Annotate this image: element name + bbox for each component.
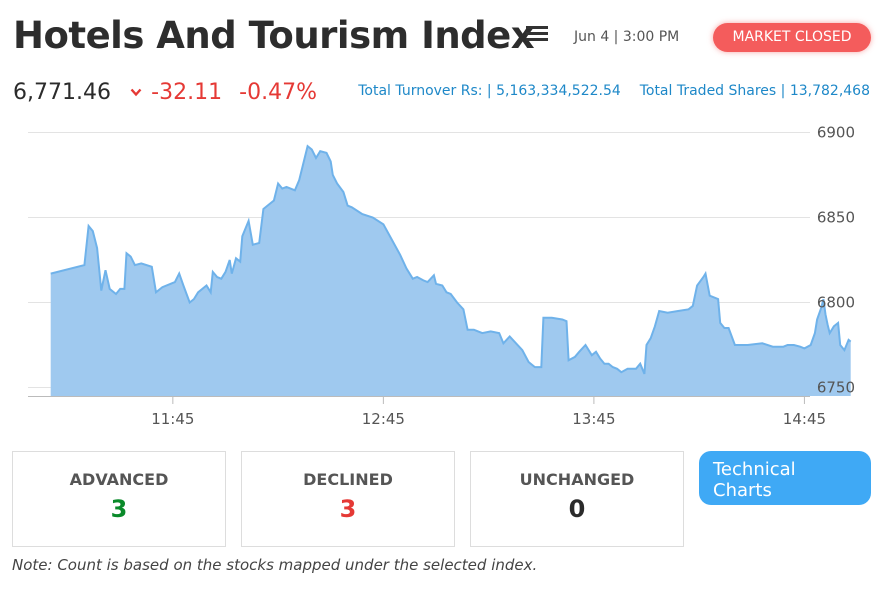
index-value: 6,771.46 (13, 80, 111, 105)
declined-value: 3 (339, 495, 357, 523)
x-tick-label: 13:45 (572, 410, 615, 428)
chevron-down-icon (130, 88, 142, 97)
chart-line (50, 144, 852, 375)
total-turnover: Total Turnover Rs: | 5,163,334,522.54 (358, 83, 621, 99)
menu-icon-bar (526, 38, 548, 41)
technical-charts-label-2: Charts (713, 480, 772, 501)
y-tick-label: 6850 (817, 209, 855, 227)
turnover-stats: Total Turnover Rs: | 5,163,334,522.54 To… (358, 83, 870, 99)
index-change: -32.11 (151, 80, 223, 105)
market-status-badge: MARKET CLOSED (713, 23, 871, 52)
chart-area (50, 146, 851, 396)
index-chart[interactable]: 6900 6850 6800 6750 11:45 12:45 13:45 14:45 (0, 112, 880, 437)
y-tick-label: 6750 (817, 379, 855, 397)
declined-card: DECLINED 3 (241, 451, 455, 547)
advanced-value: 3 (110, 495, 128, 523)
x-tick-label: 11:45 (151, 410, 194, 428)
advanced-label: ADVANCED (69, 470, 169, 489)
market-datetime: Jun 4 | 3:00 PM (574, 29, 680, 45)
advanced-card: ADVANCED 3 (12, 451, 226, 547)
unchanged-value: 0 (568, 495, 586, 523)
x-tick-label: 12:45 (362, 410, 405, 428)
unchanged-label: UNCHANGED (519, 470, 635, 489)
x-axis-ticks: 11:45 12:45 13:45 14:45 (151, 396, 826, 428)
footnote: Note: Count is based on the stocks mappe… (12, 556, 538, 574)
index-change-percent: -0.47% (239, 80, 317, 105)
y-axis-ticks: 6900 6850 6800 6750 (817, 124, 855, 397)
menu-icon[interactable] (526, 26, 548, 46)
technical-charts-label-1: Technical (713, 459, 796, 480)
price-row: 6,771.46 -32.11 -0.47% (13, 80, 317, 108)
unchanged-card: UNCHANGED 0 (470, 451, 684, 547)
declined-label: DECLINED (303, 470, 393, 489)
menu-icon-bar (526, 26, 548, 29)
menu-icon-bar (526, 32, 548, 35)
x-tick-label: 14:45 (783, 410, 826, 428)
y-tick-label: 6800 (817, 294, 855, 312)
technical-charts-button[interactable]: Technical Charts (699, 451, 871, 505)
total-traded-shares: Total Traded Shares | 13,782,468 (639, 83, 870, 99)
page-title: Hotels And Tourism Index (13, 14, 535, 57)
y-tick-label: 6900 (817, 124, 855, 142)
